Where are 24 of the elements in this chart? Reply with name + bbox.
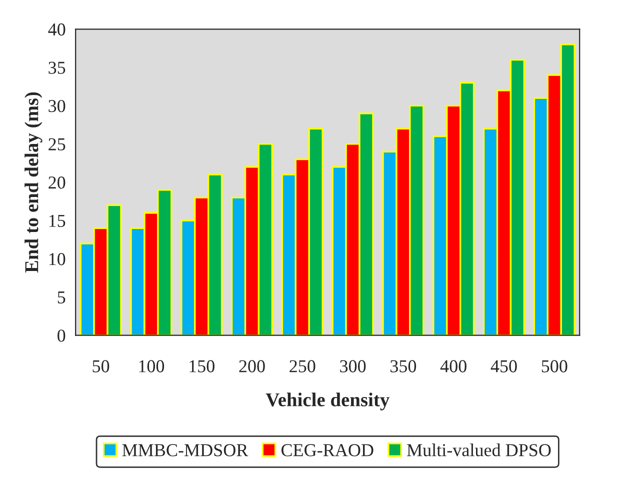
y-axis-title: End to end delay (ms) bbox=[24, 92, 42, 273]
x-tick-label: 150 bbox=[190, 360, 214, 372]
y-tick-label: 35 bbox=[48, 62, 66, 74]
y-tick-label: 0 bbox=[58, 330, 66, 342]
x-tick-label: 50 bbox=[92, 360, 110, 372]
x-tick-label: 200 bbox=[239, 360, 265, 372]
legend-label: CEG-RAOD bbox=[281, 444, 374, 456]
y-tick-label: 25 bbox=[48, 138, 66, 150]
x-tick-label: 450 bbox=[490, 360, 517, 372]
y-tick-label: 30 bbox=[48, 100, 66, 112]
x-tick-label: 100 bbox=[139, 360, 164, 372]
y-tick-label: 40 bbox=[48, 23, 66, 36]
x-tick-label: 350 bbox=[390, 360, 416, 372]
y-tick-label: 20 bbox=[48, 176, 66, 189]
y-tick-label: 10 bbox=[49, 253, 66, 266]
x-tick-label: 500 bbox=[542, 360, 568, 372]
legend-label: MMBC-MDSOR bbox=[122, 444, 248, 456]
x-tick-label: 400 bbox=[440, 360, 466, 372]
x-axis-title: Vehicle density bbox=[266, 392, 390, 410]
x-tick-label: 250 bbox=[290, 360, 316, 372]
legend-label: Multi-valued DPSO bbox=[407, 444, 551, 456]
y-tick-label: 15 bbox=[49, 214, 66, 227]
x-tick-label: 300 bbox=[340, 360, 366, 372]
y-tick-label: 5 bbox=[58, 292, 66, 304]
